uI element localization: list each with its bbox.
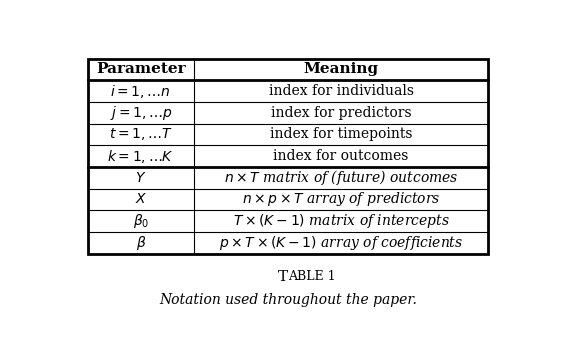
Text: $k = 1,\ldots K$: $k = 1,\ldots K$ [107,147,174,165]
Text: Notation used throughout the paper.: Notation used throughout the paper. [159,293,417,307]
Text: Parameter: Parameter [96,62,185,76]
Text: $i = 1,\ldots n$: $i = 1,\ldots n$ [111,82,171,100]
Text: $t = 1,\ldots T$: $t = 1,\ldots T$ [109,126,173,143]
Bar [88,58,488,254]
Text: $j = 1,\ldots p$: $j = 1,\ldots p$ [110,104,172,122]
Text: index for outcomes: index for outcomes [274,149,409,163]
Text: $\beta_0$: $\beta_0$ [133,212,149,230]
Text: T: T [278,270,288,284]
Text: $T \times (K-1)$ matrix of intercepts: $T \times (K-1)$ matrix of intercepts [233,212,450,230]
Text: $p \times T \times (K-1)$ array of coefficients: $p \times T \times (K-1)$ array of coeff… [219,234,463,252]
Text: $n \times p \times T$ array of predictors: $n \times p \times T$ array of predictor… [242,190,441,208]
Text: index for predictors: index for predictors [271,106,411,120]
Text: ABLE 1: ABLE 1 [288,270,336,283]
Text: $Y$: $Y$ [135,171,147,185]
Bar [88,58,488,254]
Text: index for individuals: index for individuals [269,84,414,98]
Text: $\beta$: $\beta$ [135,234,146,252]
Text: Meaning: Meaning [303,62,379,76]
Text: $X$: $X$ [134,193,147,206]
Text: index for timepoints: index for timepoints [270,127,413,142]
Text: $n \times T$ matrix of (future) outcomes: $n \times T$ matrix of (future) outcomes [224,168,459,187]
